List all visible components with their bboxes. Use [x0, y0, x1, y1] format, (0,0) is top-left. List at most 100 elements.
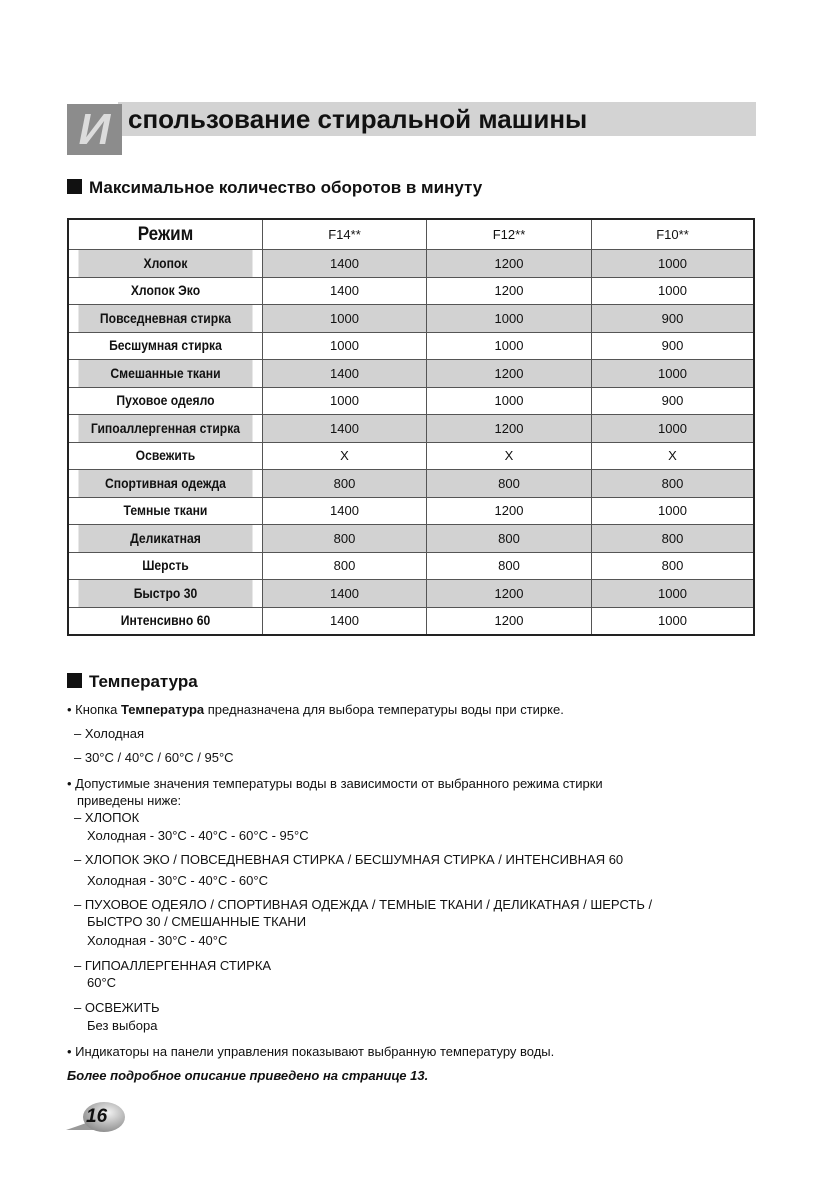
rpm-cell: 1000: [591, 496, 755, 525]
group-temps: Холодная - 30°C - 40°C - 60°C: [87, 873, 268, 888]
mode-cell: Быстро 30: [77, 579, 254, 608]
intro-bold: Температура: [121, 702, 205, 717]
table-header-row: Режим F14** F12** F10**: [68, 218, 755, 250]
group-name: – ПУХОВОЕ ОДЕЯЛО / СПОРТИВНАЯ ОДЕЖДА / Т…: [74, 897, 653, 912]
rpm-table: Режим F14** F12** F10** Хлопок 1400 1200 10…: [67, 218, 755, 636]
more-info-text: Более подробное описание приведено на ст…: [67, 1068, 429, 1083]
temperature-heading-text: Температура: [89, 672, 198, 691]
mode-cell: Бесшумная стирка: [77, 331, 254, 360]
rpm-cell: 800: [591, 469, 755, 498]
rpm-cell: 1000: [426, 386, 592, 415]
rpm-cell: 1200: [426, 606, 592, 636]
group-name: – ГИПОАЛЛЕРГЕННАЯ СТИРКА: [74, 958, 272, 973]
column-header: F14**: [262, 218, 427, 250]
rpm-cell: 800: [426, 524, 592, 553]
table-row: Хлопок 1400 1200 1000: [68, 249, 755, 278]
rpm-cell: 800: [591, 551, 755, 580]
mode-cell: Хлопок Эко: [77, 276, 254, 305]
group-name: БЫСТРО 30 / СМЕШАННЫЕ ТКАНИ: [87, 914, 307, 929]
group-name: – ХЛОПОК: [74, 810, 140, 825]
rpm-cell: 1000: [591, 249, 755, 278]
mode-cell: Смешанные ткани: [77, 359, 254, 388]
temperature-heading: Температура: [67, 672, 198, 692]
rpm-cell: 1000: [591, 359, 755, 388]
column-header: F12**: [426, 218, 592, 250]
rpm-cell: 800: [262, 469, 427, 498]
rpm-cell: 1000: [426, 331, 592, 360]
rpm-cell: X: [591, 441, 755, 470]
page-number: 16: [86, 1106, 108, 1127]
page-title: спользование стиральной машины: [128, 104, 588, 134]
page-badge-shape: [66, 1102, 125, 1132]
rpm-cell: 1000: [591, 579, 755, 608]
rpm-cell: 800: [426, 469, 592, 498]
table-row: Хлопок Эко 1400 1200 1000: [68, 276, 755, 305]
intro-text: предназначена для выбора температуры вод…: [204, 702, 564, 717]
rpm-cell: 800: [262, 551, 427, 580]
rpm-cell: 1400: [262, 359, 427, 388]
allowed-text: приведены ниже:: [77, 793, 182, 808]
mode-cell: Шерсть: [77, 551, 254, 580]
rpm-cell: 1400: [262, 249, 427, 278]
rpm-cell: 1000: [426, 304, 592, 333]
intro-text: • Кнопка: [67, 702, 121, 717]
rpm-cell: 1200: [426, 276, 592, 305]
rpm-cell: 1400: [262, 606, 427, 636]
column-header: Режим: [77, 218, 254, 250]
rpm-cell: 900: [591, 331, 755, 360]
table-row: Темные ткани 1400 1200 1000: [68, 496, 755, 525]
group-name: – ОСВЕЖИТЬ: [74, 1000, 160, 1015]
mode-cell: Повседневная стирка: [77, 304, 254, 333]
table-row: Быстро 30 1400 1200 1000: [68, 579, 755, 608]
mode-cell: Темные ткани: [77, 496, 254, 525]
rpm-cell: 1400: [262, 276, 427, 305]
square-bullet-icon: [67, 673, 82, 688]
rpm-heading: Максимальное количество оборотов в минут…: [67, 178, 482, 198]
page-number-badge: 16: [64, 1100, 126, 1134]
rpm-cell: 1200: [426, 496, 592, 525]
indicators-text: • Индикаторы на панели управления показы…: [67, 1044, 555, 1059]
rpm-cell: 1400: [262, 579, 427, 608]
table-row: Бесшумная стирка 1000 1000 900: [68, 331, 755, 360]
rpm-cell: 1000: [262, 386, 427, 415]
group-temps: 60°C: [87, 975, 117, 990]
option-cold: – Холодная: [74, 726, 145, 741]
mode-cell: Пуховое одеяло: [77, 386, 254, 415]
table-row: Деликатная 800 800 800: [68, 524, 755, 553]
mode-cell: Освежить: [77, 441, 254, 470]
group-temps: Холодная - 30°C - 40°C - 60°C - 95°C: [87, 828, 309, 843]
rpm-cell: 800: [262, 524, 427, 553]
group-name: – ХЛОПОК ЭКО / ПОВСЕДНЕВНАЯ СТИРКА / БЕС…: [74, 852, 624, 867]
option-temps: – 30°C / 40°C / 60°C / 95°C: [74, 750, 234, 765]
table-row: Пуховое одеяло 1000 1000 900: [68, 386, 755, 415]
title-initial-letter: И: [67, 104, 122, 155]
square-bullet-icon: [67, 179, 82, 194]
rpm-cell: 1000: [262, 331, 427, 360]
mode-cell: Спортивная одежда: [77, 469, 254, 498]
rpm-cell: 1200: [426, 249, 592, 278]
rpm-cell: X: [426, 441, 592, 470]
allowed-text: • Допустимые значения температуры воды в…: [67, 776, 603, 791]
rpm-cell: 1200: [426, 359, 592, 388]
table-row: Освежить X X X: [68, 441, 755, 470]
rpm-cell: 900: [591, 386, 755, 415]
rpm-cell: 800: [591, 524, 755, 553]
rpm-cell: 800: [426, 551, 592, 580]
table-row: Спортивная одежда 800 800 800: [68, 469, 755, 498]
mode-cell: Интенсивно 60: [77, 606, 254, 636]
mode-cell: Хлопок: [77, 249, 254, 278]
column-header: F10**: [591, 218, 755, 250]
rpm-cell: 1400: [262, 414, 427, 443]
table-row: Смешанные ткани 1400 1200 1000: [68, 359, 755, 388]
mode-cell: Гипоаллергенная стирка: [77, 414, 254, 443]
temperature-intro: • Кнопка Температура предназначена для в…: [67, 701, 564, 719]
rpm-cell: 1400: [262, 496, 427, 525]
rpm-cell: 1000: [591, 606, 755, 636]
rpm-cell: 900: [591, 304, 755, 333]
mode-cell: Деликатная: [77, 524, 254, 553]
table-row: Интенсивно 60 1400 1200 1000: [68, 606, 755, 636]
rpm-cell: 1000: [591, 276, 755, 305]
table-row: Гипоаллергенная стирка 1400 1200 1000: [68, 414, 755, 443]
rpm-cell: 1000: [262, 304, 427, 333]
table-row: Повседневная стирка 1000 1000 900: [68, 304, 755, 333]
